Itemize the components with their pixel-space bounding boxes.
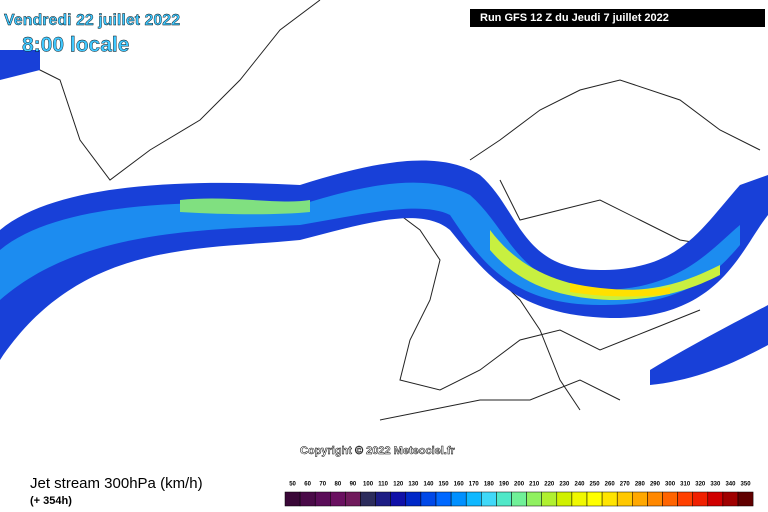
legend-label: 180 bbox=[484, 482, 495, 488]
legend-label: 350 bbox=[741, 482, 752, 488]
legend-swatch bbox=[435, 491, 452, 507]
legend-swatch bbox=[390, 491, 407, 507]
legend-label: 60 bbox=[304, 482, 311, 488]
legend-label: 260 bbox=[605, 482, 616, 488]
legend-swatch bbox=[722, 491, 739, 507]
footer-subtitle: (+ 354h) bbox=[30, 495, 72, 507]
legend-swatch bbox=[375, 491, 391, 507]
legend-label: 50 bbox=[289, 482, 296, 488]
legend-swatch bbox=[284, 491, 301, 507]
run-box bbox=[470, 9, 765, 27]
legend-swatch bbox=[707, 491, 724, 507]
legend-label: 90 bbox=[350, 482, 357, 488]
legend-label: 100 bbox=[363, 482, 374, 488]
legend-swatch bbox=[662, 491, 678, 507]
legend-swatch bbox=[465, 491, 482, 507]
legend-swatch bbox=[616, 491, 633, 507]
legend-swatch bbox=[345, 491, 361, 507]
legend-label: 150 bbox=[439, 482, 450, 488]
copyright: Copyright © 2022 Meteociel.fr bbox=[300, 445, 456, 457]
legend-label: 340 bbox=[725, 482, 736, 488]
legend-label: 280 bbox=[635, 482, 646, 488]
legend-swatch bbox=[450, 491, 467, 507]
legend-label: 300 bbox=[665, 482, 676, 488]
legend-label: 310 bbox=[680, 482, 691, 488]
legend-label: 230 bbox=[559, 482, 570, 488]
footer-title: Jet stream 300hPa (km/h) bbox=[30, 475, 203, 492]
legend-swatch bbox=[496, 491, 512, 507]
legend-label: 220 bbox=[544, 482, 555, 488]
legend-label: 130 bbox=[408, 482, 419, 488]
legend-swatch bbox=[330, 491, 346, 507]
legend-label: 290 bbox=[650, 482, 661, 488]
legend-label: 320 bbox=[695, 482, 706, 488]
date-label: Vendredi 22 juillet 2022 bbox=[4, 12, 180, 29]
legend-swatch bbox=[405, 491, 422, 507]
legend-swatch bbox=[632, 491, 648, 507]
coastlines bbox=[19, 0, 761, 421]
legend-swatch bbox=[360, 491, 376, 507]
legend-swatch bbox=[481, 491, 497, 507]
legend-label: 120 bbox=[393, 482, 404, 488]
jet-stream bbox=[0, 50, 768, 385]
legend-label: 80 bbox=[335, 482, 342, 488]
legend-label: 190 bbox=[499, 482, 510, 488]
legend-swatch bbox=[299, 491, 316, 507]
legend-label: 330 bbox=[710, 482, 721, 488]
legend-swatch bbox=[692, 491, 709, 507]
legend-swatch bbox=[541, 491, 558, 507]
legend-label: 160 bbox=[454, 482, 465, 488]
legend-swatch bbox=[647, 491, 663, 507]
legend-label: 140 bbox=[423, 482, 434, 488]
legend-swatch bbox=[526, 491, 542, 507]
legend-swatch bbox=[556, 491, 573, 507]
legend-label: 240 bbox=[574, 482, 585, 488]
run-label: Run GFS 12 Z du Jeudi 7 juillet 2022 bbox=[480, 12, 669, 24]
legend-swatch bbox=[511, 491, 527, 507]
legend-swatch bbox=[601, 491, 618, 507]
legend-swatch bbox=[586, 491, 603, 507]
legend-label: 210 bbox=[529, 482, 540, 488]
legend-swatch bbox=[420, 491, 437, 507]
legend-swatch bbox=[571, 491, 588, 507]
legend-label: 170 bbox=[469, 482, 480, 488]
legend-label: 200 bbox=[514, 482, 525, 488]
legend-label: 110 bbox=[378, 482, 388, 488]
legend-label: 250 bbox=[590, 482, 601, 488]
time-label: 8:00 locale bbox=[22, 34, 129, 57]
legend-swatch bbox=[737, 491, 754, 507]
legend-swatch bbox=[314, 491, 331, 507]
legend-label: 70 bbox=[319, 482, 326, 488]
legend-label: 270 bbox=[620, 482, 631, 488]
legend-swatch bbox=[677, 491, 693, 507]
